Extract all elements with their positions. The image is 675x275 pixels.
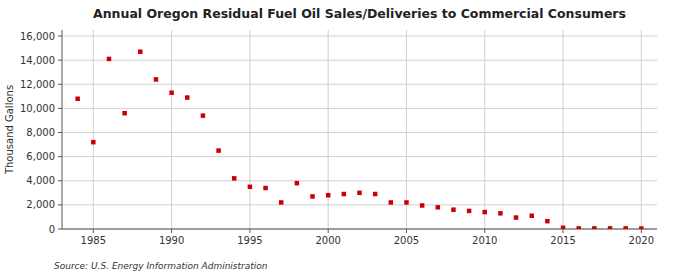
- point: [310, 194, 315, 199]
- y-grid-line: [62, 36, 657, 37]
- point: [75, 96, 80, 101]
- y-tick-label: 0: [49, 224, 55, 235]
- x-tick: [563, 229, 564, 233]
- point: [91, 140, 96, 145]
- x-tick-label: 2020: [629, 235, 654, 246]
- y-grid-line: [62, 229, 657, 230]
- y-axis-label: Thousand Gallons: [4, 85, 15, 175]
- y-grid-line: [62, 204, 657, 205]
- x-tick-label: 1985: [81, 235, 106, 246]
- x-tick: [171, 229, 172, 233]
- point: [592, 226, 597, 229]
- y-tick: [58, 84, 62, 85]
- chart-container: Annual Oregon Residual Fuel Oil Sales/De…: [0, 0, 675, 275]
- x-grid-line: [641, 30, 642, 229]
- y-grid-line: [62, 180, 657, 181]
- y-tick: [58, 132, 62, 133]
- y-grid-line: [62, 132, 657, 133]
- point: [436, 205, 441, 210]
- y-axis-line: [62, 30, 63, 229]
- x-grid-line: [171, 30, 172, 229]
- point: [248, 185, 253, 190]
- point: [122, 111, 127, 116]
- point: [373, 192, 378, 197]
- y-tick: [58, 36, 62, 37]
- y-tick-label: 6,000: [26, 151, 55, 162]
- y-tick: [58, 180, 62, 181]
- x-tick-label: 1990: [159, 235, 184, 246]
- point: [514, 215, 519, 220]
- point: [451, 207, 456, 212]
- point: [623, 226, 628, 229]
- y-tick-label: 2,000: [26, 199, 55, 210]
- x-tick: [328, 229, 329, 233]
- point: [389, 200, 394, 205]
- y-tick: [58, 229, 62, 230]
- point: [169, 90, 174, 95]
- y-tick: [58, 156, 62, 157]
- x-tick-label: 2015: [550, 235, 575, 246]
- x-tick: [249, 229, 250, 233]
- point: [608, 226, 613, 229]
- y-grid-line: [62, 60, 657, 61]
- x-tick-label: 2005: [394, 235, 419, 246]
- point: [201, 113, 206, 118]
- point: [561, 226, 566, 229]
- point: [279, 200, 284, 205]
- x-grid-line: [406, 30, 407, 229]
- point: [639, 226, 644, 229]
- x-tick-label: 2000: [315, 235, 340, 246]
- point: [216, 148, 221, 153]
- chart-svg: Annual Oregon Residual Fuel Oil Sales/De…: [0, 0, 675, 275]
- point: [545, 219, 550, 224]
- title: Annual Oregon Residual Fuel Oil Sales/De…: [93, 6, 626, 21]
- x-grid-line: [249, 30, 250, 229]
- point: [529, 213, 534, 218]
- y-tick-label: 8,000: [26, 127, 55, 138]
- point: [232, 176, 237, 181]
- points: [75, 49, 643, 229]
- y-tick-label: 16,000: [20, 31, 55, 42]
- x-grid-line: [328, 30, 329, 229]
- point: [498, 211, 503, 216]
- x-grid-line: [563, 30, 564, 229]
- source-annotation: Source: U.S. Energy Information Administ…: [54, 261, 268, 271]
- point: [357, 191, 362, 196]
- x-tick: [93, 229, 94, 233]
- point: [326, 193, 331, 198]
- x-grid-line: [484, 30, 485, 229]
- grid: [62, 30, 657, 229]
- x-grid-line: [93, 30, 94, 229]
- point: [467, 209, 472, 214]
- y-tick: [58, 60, 62, 61]
- point: [263, 186, 268, 191]
- point: [576, 226, 581, 229]
- point: [420, 203, 425, 208]
- x-tick: [641, 229, 642, 233]
- x-tick-label: 2010: [472, 235, 497, 246]
- x-tick-label: 1995: [237, 235, 262, 246]
- y-grid-line: [62, 156, 657, 157]
- point: [154, 77, 159, 82]
- point: [404, 200, 409, 205]
- x-tick: [406, 229, 407, 233]
- y-grid-line: [62, 108, 657, 109]
- y-grid-line: [62, 84, 657, 85]
- axes: 0 2,000 4,000 6,000 8,000 10,000 12,000 14,000 1…: [20, 30, 657, 246]
- point: [185, 95, 190, 100]
- point: [295, 181, 300, 186]
- point: [342, 192, 347, 197]
- y-tick-label: 10,000: [20, 103, 55, 114]
- point: [107, 57, 112, 62]
- y-tick-label: 14,000: [20, 55, 55, 66]
- x-axis-line: [62, 229, 657, 230]
- y-tick: [58, 108, 62, 109]
- point: [483, 210, 488, 215]
- point: [138, 49, 143, 54]
- y-tick-label: 4,000: [26, 175, 55, 186]
- x-tick: [484, 229, 485, 233]
- y-tick-label: 12,000: [20, 79, 55, 90]
- y-tick: [58, 204, 62, 205]
